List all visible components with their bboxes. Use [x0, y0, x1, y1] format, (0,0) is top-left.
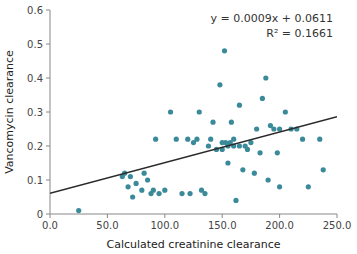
- scatter-point: [206, 143, 211, 148]
- scatter-point: [266, 177, 271, 182]
- x-tick-label: 200.0: [265, 220, 294, 231]
- y-tick: [46, 78, 50, 79]
- scatter-point: [300, 137, 305, 142]
- x-tick-label: 100.0: [150, 220, 179, 231]
- y-tick-label: 0.4: [27, 73, 43, 84]
- x-tick: [279, 214, 280, 218]
- axes: 0.0 50.0 100.0 150.0 200.0 250.0 0 0.1 0.2 0.3 0.4…: [27, 5, 351, 232]
- x-tick: [337, 214, 338, 218]
- x-tick: [50, 214, 51, 218]
- y-tick: [46, 214, 50, 215]
- scatter-point: [277, 184, 282, 189]
- x-tick-label: 0.0: [42, 220, 58, 231]
- scatter-point: [185, 137, 190, 142]
- scatter-point: [321, 167, 326, 172]
- y-tick-label: 0.1: [27, 175, 43, 186]
- scatter-point: [208, 137, 213, 142]
- scatter-point: [179, 191, 184, 196]
- scatter-point: [187, 191, 192, 196]
- scatter-point: [233, 198, 238, 203]
- scatter-point: [254, 126, 259, 131]
- annotation: R² = 0.1661: [266, 27, 333, 40]
- scatter-point: [142, 171, 147, 176]
- regression-line: [50, 117, 337, 194]
- y-tick: [46, 146, 50, 147]
- scatter-point: [260, 96, 265, 101]
- y-tick-label: 0.3: [27, 107, 43, 118]
- scatter-point: [174, 137, 179, 142]
- scatter-point: [229, 120, 234, 125]
- scatter-point: [197, 109, 202, 114]
- y-tick-label: 0.2: [27, 141, 43, 152]
- scatter-point: [145, 177, 150, 182]
- x-tick: [164, 214, 165, 218]
- scatter-point: [125, 184, 130, 189]
- x-axis-line: [50, 214, 337, 215]
- y-tick-label: 0: [37, 209, 43, 220]
- x-tick: [107, 214, 108, 218]
- y-tick: [46, 112, 50, 113]
- y-axis-label: Vancomycin clearance: [3, 50, 16, 174]
- scatter-point: [252, 171, 257, 176]
- scatter-point: [240, 167, 245, 172]
- scatter-point: [263, 75, 268, 80]
- scatter-point: [156, 191, 161, 196]
- x-tick-label: 150.0: [208, 220, 237, 231]
- scatter-point: [130, 194, 135, 199]
- scatter-point: [168, 109, 173, 114]
- x-axis-label: Calculated creatinine clearance: [107, 238, 281, 251]
- y-tick: [46, 44, 50, 45]
- scatter-point: [306, 184, 311, 189]
- scatter-point: [231, 137, 236, 142]
- scatter-point: [245, 147, 250, 152]
- scatter-point: [225, 160, 230, 165]
- scatter-point: [210, 120, 215, 125]
- x-tick: [222, 214, 223, 218]
- scatter-point: [202, 191, 207, 196]
- y-tick: [46, 180, 50, 181]
- scatter-point: [151, 188, 156, 193]
- scatter-point: [153, 137, 158, 142]
- scatter-point: [134, 181, 139, 186]
- scatter-point: [162, 188, 167, 193]
- x-tick-label: 250.0: [323, 220, 352, 231]
- scatter-point: [275, 150, 280, 155]
- plot-area: [50, 48, 337, 213]
- y-tick-label: 0.5: [27, 39, 43, 50]
- scatter-point: [194, 137, 199, 142]
- scatter-point: [222, 48, 227, 53]
- x-tick-label: 50.0: [96, 220, 118, 231]
- scatter-point: [217, 82, 222, 87]
- scatter-point: [283, 109, 288, 114]
- scatter-point: [237, 103, 242, 108]
- scatter-point: [317, 137, 322, 142]
- annotation: y = 0.0009x + 0.0611: [211, 12, 333, 25]
- scatter-point: [128, 174, 133, 179]
- scatter-point: [139, 188, 144, 193]
- scatter-point: [76, 208, 81, 213]
- y-tick-label: 0.6: [27, 5, 43, 16]
- scatter-point: [237, 143, 242, 148]
- y-tick: [46, 10, 50, 11]
- scatter-point: [271, 126, 276, 131]
- scatter-point: [257, 150, 262, 155]
- chart: 0.0 50.0 100.0 150.0 200.0 250.0 0 0.1 0.2 0.3 0.4…: [0, 0, 357, 254]
